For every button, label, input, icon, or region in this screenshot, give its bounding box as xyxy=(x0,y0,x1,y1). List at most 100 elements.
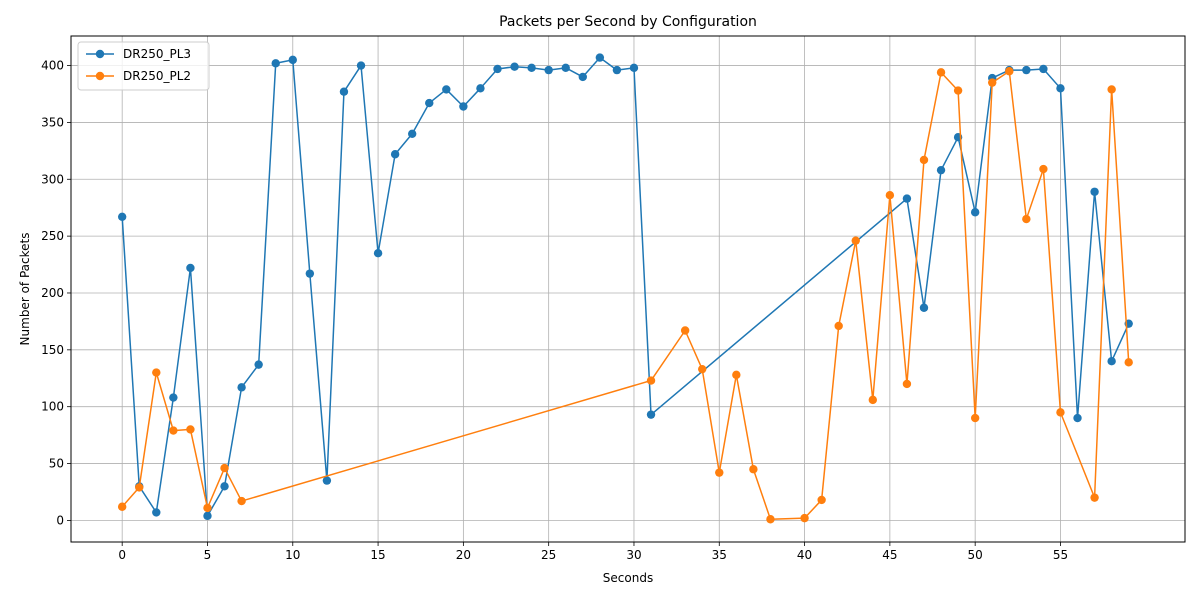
data-point xyxy=(152,508,161,517)
data-point xyxy=(305,269,315,278)
data-point xyxy=(988,78,997,87)
x-tick-label: 45 xyxy=(882,548,897,562)
data-point xyxy=(817,495,826,505)
data-point xyxy=(186,263,195,273)
grid xyxy=(71,36,1185,542)
x-axis-ticks: 0 5 10 15 20 25 30 35 40 45 50 55 xyxy=(118,542,1068,562)
legend-item: DR250_PL3 xyxy=(86,47,191,61)
data-point xyxy=(595,53,605,62)
data-point xyxy=(578,72,587,82)
y-tick-label: 400 xyxy=(41,59,64,73)
data-point xyxy=(1039,64,1048,74)
y-axis-label: Number of Packets xyxy=(18,233,32,346)
legend-item: DR250_PL2 xyxy=(86,69,191,83)
x-tick-label: 25 xyxy=(541,548,556,562)
data-point xyxy=(203,511,212,521)
data-point xyxy=(1039,164,1048,174)
data-point xyxy=(885,190,895,200)
data-point xyxy=(851,236,860,245)
x-tick-label: 10 xyxy=(285,548,300,562)
data-point xyxy=(322,476,332,485)
x-tick-label: 15 xyxy=(370,548,385,562)
data-point xyxy=(715,468,724,477)
data-point xyxy=(749,465,758,474)
plot-frame xyxy=(70,35,1186,543)
legend-marker xyxy=(95,71,105,81)
data-point xyxy=(902,379,912,389)
data-point xyxy=(1090,493,1099,502)
series-DR250_PL3 xyxy=(117,53,1133,521)
data-point xyxy=(527,63,536,73)
data-point xyxy=(493,64,502,74)
series-line xyxy=(121,56,1130,517)
data-point xyxy=(868,395,878,405)
data-point xyxy=(1124,358,1133,367)
data-point xyxy=(203,503,212,513)
data-point xyxy=(117,502,127,511)
data-point xyxy=(1107,85,1116,94)
data-point xyxy=(1022,65,1031,75)
data-point xyxy=(442,85,451,94)
y-tick-label: 350 xyxy=(41,115,64,129)
chart-title: Packets per Second by Configuration xyxy=(499,14,757,30)
y-tick-label: 50 xyxy=(49,457,64,471)
data-point xyxy=(476,84,485,93)
x-tick-label: 50 xyxy=(968,548,983,562)
y-tick-label: 300 xyxy=(41,172,64,186)
data-point xyxy=(646,376,656,385)
data-point xyxy=(169,426,178,435)
data-point xyxy=(373,248,383,258)
data-point xyxy=(390,150,400,159)
data-point xyxy=(1073,413,1082,423)
data-point xyxy=(135,483,144,492)
data-point xyxy=(152,368,161,377)
x-tick-label: 35 xyxy=(712,548,727,562)
data-point xyxy=(561,63,570,73)
data-point xyxy=(800,513,809,523)
data-point xyxy=(425,98,434,108)
data-point xyxy=(732,370,741,380)
series-DR250_PL2 xyxy=(117,67,1133,524)
legend-marker xyxy=(95,49,105,59)
data-point xyxy=(544,65,553,75)
data-point xyxy=(1107,357,1116,366)
x-tick-label: 30 xyxy=(626,548,641,562)
data-point xyxy=(1090,187,1099,196)
data-point xyxy=(1056,408,1065,417)
x-tick-label: 0 xyxy=(118,548,126,562)
data-point xyxy=(459,102,468,111)
data-point xyxy=(339,87,349,96)
data-point xyxy=(766,515,775,524)
legend-label: DR250_PL3 xyxy=(123,47,191,61)
y-tick-label: 100 xyxy=(41,400,64,414)
data-point xyxy=(117,212,127,221)
data-point xyxy=(612,65,622,75)
series-layer xyxy=(117,53,1133,524)
x-tick-label: 55 xyxy=(1053,548,1068,562)
data-point xyxy=(970,208,980,217)
data-point xyxy=(919,155,929,165)
data-point xyxy=(919,303,929,312)
y-tick-label: 200 xyxy=(41,286,64,300)
data-point xyxy=(510,62,519,71)
legend-label: DR250_PL2 xyxy=(123,69,191,83)
data-point xyxy=(169,393,178,402)
x-axis-label: Seconds xyxy=(603,571,653,585)
data-point xyxy=(356,61,366,70)
data-point xyxy=(936,165,946,175)
data-point xyxy=(1056,84,1065,93)
data-point xyxy=(902,194,912,203)
x-tick-label: 40 xyxy=(797,548,812,562)
data-point xyxy=(698,364,707,374)
data-point xyxy=(970,413,980,423)
series-line xyxy=(121,70,1130,521)
data-point xyxy=(186,425,195,434)
data-point xyxy=(237,496,246,506)
y-tick-label: 250 xyxy=(41,229,64,243)
data-point xyxy=(680,326,690,335)
data-point xyxy=(271,59,280,68)
y-axis-ticks: 0 50 100 150 200 250 300 350 400 xyxy=(41,59,71,527)
data-point xyxy=(834,321,843,331)
